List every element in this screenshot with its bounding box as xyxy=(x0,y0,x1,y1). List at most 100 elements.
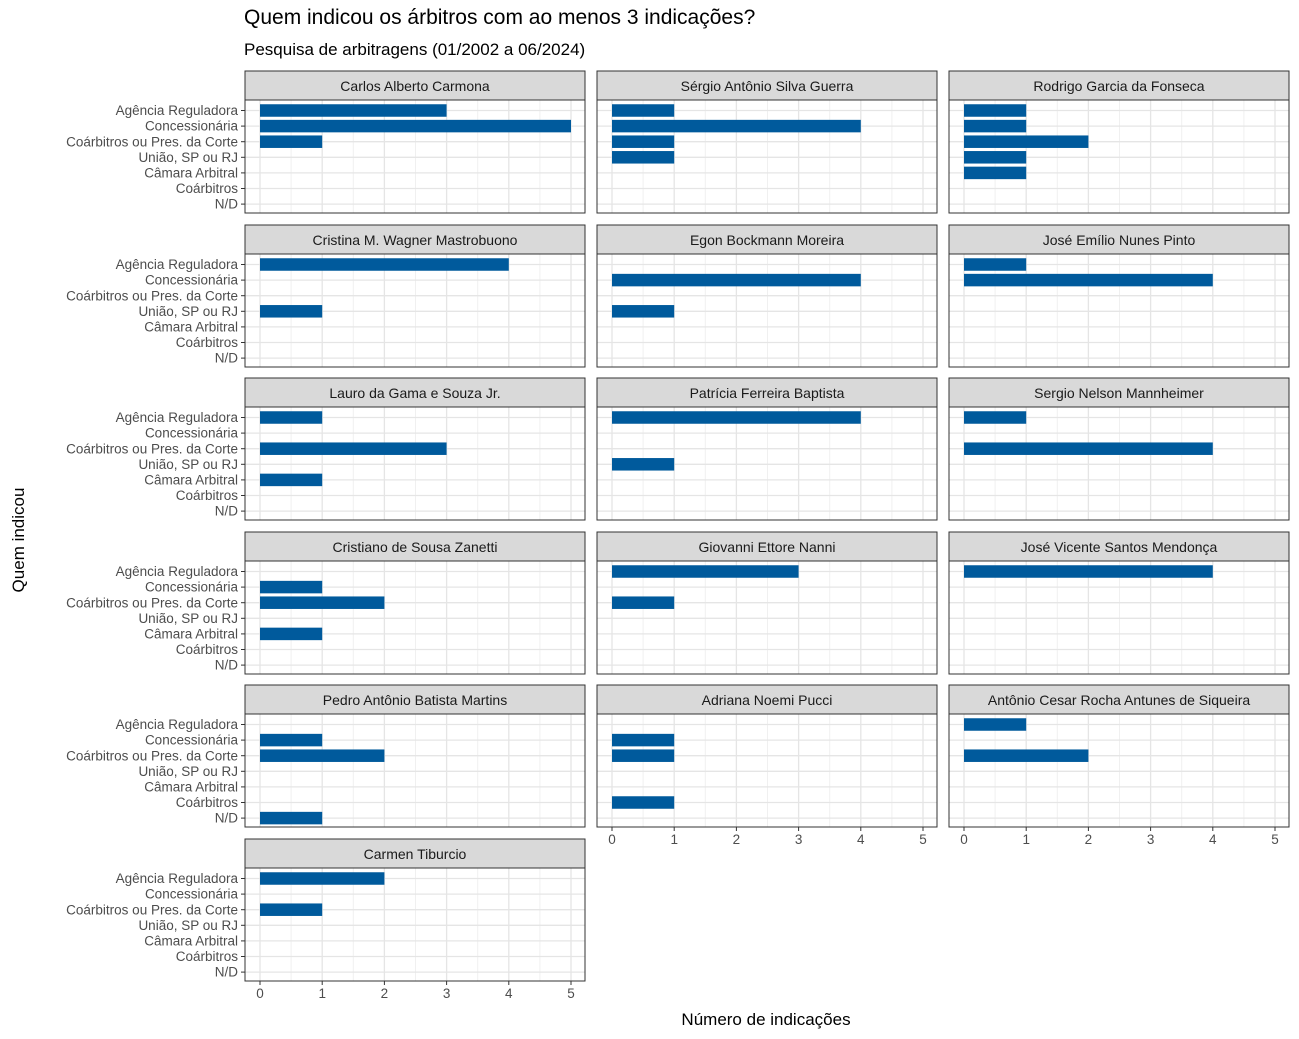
y-tick-label: União, SP ou RJ xyxy=(138,611,238,626)
bar xyxy=(260,473,323,487)
y-tick-label: Câmara Arbitral xyxy=(144,320,238,335)
y-tick-label: Coárbitros xyxy=(176,335,239,350)
y-tick-label: Concessionária xyxy=(145,273,239,288)
facet-strip xyxy=(948,224,1290,255)
x-tick-label: 2 xyxy=(381,986,389,1001)
facet-title: Sergio Nelson Mannheimer xyxy=(1034,385,1204,401)
bar xyxy=(964,135,1089,148)
bar xyxy=(964,104,1027,117)
bar xyxy=(612,273,861,287)
bar xyxy=(964,718,1027,731)
bar xyxy=(612,411,861,424)
x-tick-label: 0 xyxy=(256,986,264,1001)
bar xyxy=(260,411,323,424)
y-tick-label: Coárbitros xyxy=(176,488,239,503)
panel-border xyxy=(244,99,586,214)
y-tick-label: União, SP ou RJ xyxy=(138,918,238,933)
x-tick-label: 3 xyxy=(1147,832,1155,847)
y-tick-label: Agência Reguladora xyxy=(116,871,239,886)
bar xyxy=(964,119,1027,133)
panel-border xyxy=(244,713,586,828)
y-tick-label: Concessionária xyxy=(145,733,239,748)
x-tick-label: 4 xyxy=(505,986,513,1001)
y-tick-label: Agência Reguladora xyxy=(116,410,239,425)
panel-border xyxy=(596,560,938,675)
facet-strip xyxy=(948,684,1290,715)
panel-border xyxy=(596,713,938,828)
bar xyxy=(612,305,675,318)
bar xyxy=(612,796,675,809)
panel-border xyxy=(948,253,1290,368)
y-tick-label: Coárbitros ou Pres. da Corte xyxy=(66,595,238,610)
facet-title: Pedro Antônio Batista Martins xyxy=(323,692,507,708)
facet-title: Cristina M. Wagner Mastrobuono xyxy=(313,232,518,248)
facet-strip xyxy=(244,838,586,869)
facet-strip xyxy=(948,377,1290,408)
x-tick-label: 5 xyxy=(919,832,927,847)
y-tick-label: Câmara Arbitral xyxy=(144,473,238,488)
bar xyxy=(612,749,675,762)
y-tick-label: Coárbitros xyxy=(176,949,239,964)
bar xyxy=(260,135,323,148)
y-tick-label: União, SP ou RJ xyxy=(138,304,238,319)
facet-title: Lauro da Gama e Souza Jr. xyxy=(329,385,500,401)
facet-title: Carlos Alberto Carmona xyxy=(340,78,490,94)
x-tick-label: 3 xyxy=(795,832,803,847)
facet-strip xyxy=(244,70,586,101)
panel-border xyxy=(596,253,938,368)
bar xyxy=(612,458,675,471)
y-tick-label: N/D xyxy=(215,504,239,519)
facet-strip xyxy=(596,377,938,408)
facet-title: Adriana Noemi Pucci xyxy=(702,692,833,708)
facet-title: Egon Bockmann Moreira xyxy=(690,232,844,248)
y-tick-label: Agência Reguladora xyxy=(116,717,239,732)
facet-title: José Vicente Santos Mendonça xyxy=(1021,539,1218,555)
y-tick-label: Concessionária xyxy=(145,119,239,134)
bar xyxy=(260,119,571,133)
bar xyxy=(260,872,385,885)
x-tick-label: 2 xyxy=(733,832,741,847)
y-tick-label: Agência Reguladora xyxy=(116,257,239,272)
x-axis-label: Número de indicações xyxy=(681,1010,850,1029)
y-tick-label: Coárbitros ou Pres. da Corte xyxy=(66,134,238,149)
bar xyxy=(260,258,509,271)
bar xyxy=(964,411,1027,424)
facet-title: Sérgio Antônio Silva Guerra xyxy=(681,78,854,94)
bar xyxy=(260,749,385,762)
facet-strip xyxy=(596,70,938,101)
y-tick-label: Coárbitros xyxy=(176,642,239,657)
panel-border xyxy=(596,99,938,214)
y-tick-label: União, SP ou RJ xyxy=(138,457,238,472)
bar xyxy=(260,104,447,117)
bar xyxy=(964,166,1027,180)
y-tick-label: N/D xyxy=(215,811,239,826)
y-tick-label: Agência Reguladora xyxy=(116,103,239,118)
bar xyxy=(260,305,323,318)
y-tick-label: Concessionária xyxy=(145,887,239,902)
chart-subtitle: Pesquisa de arbitragens (01/2002 a 06/20… xyxy=(244,40,586,59)
y-tick-label: Concessionária xyxy=(145,580,239,595)
bar xyxy=(260,596,385,609)
bar xyxy=(964,258,1027,271)
y-tick-label: N/D xyxy=(215,658,239,673)
bar xyxy=(964,442,1213,455)
panel-border xyxy=(948,560,1290,675)
y-tick-label: União, SP ou RJ xyxy=(138,150,238,165)
facet-title: Patrícia Ferreira Baptista xyxy=(690,385,845,401)
x-tick-label: 4 xyxy=(857,832,865,847)
bar xyxy=(612,119,861,133)
bar xyxy=(612,104,675,117)
x-tick-label: 4 xyxy=(1209,832,1217,847)
x-tick-label: 0 xyxy=(960,832,968,847)
bar xyxy=(964,749,1089,762)
bar xyxy=(964,151,1027,164)
facet-title: Rodrigo Garcia da Fonseca xyxy=(1033,78,1204,94)
panel-border xyxy=(948,713,1290,828)
bar xyxy=(260,811,323,825)
facet-strip xyxy=(244,224,586,255)
bar xyxy=(260,627,323,641)
x-tick-label: 2 xyxy=(1085,832,1093,847)
y-tick-label: Coárbitros ou Pres. da Corte xyxy=(66,288,238,303)
bar xyxy=(260,580,323,594)
